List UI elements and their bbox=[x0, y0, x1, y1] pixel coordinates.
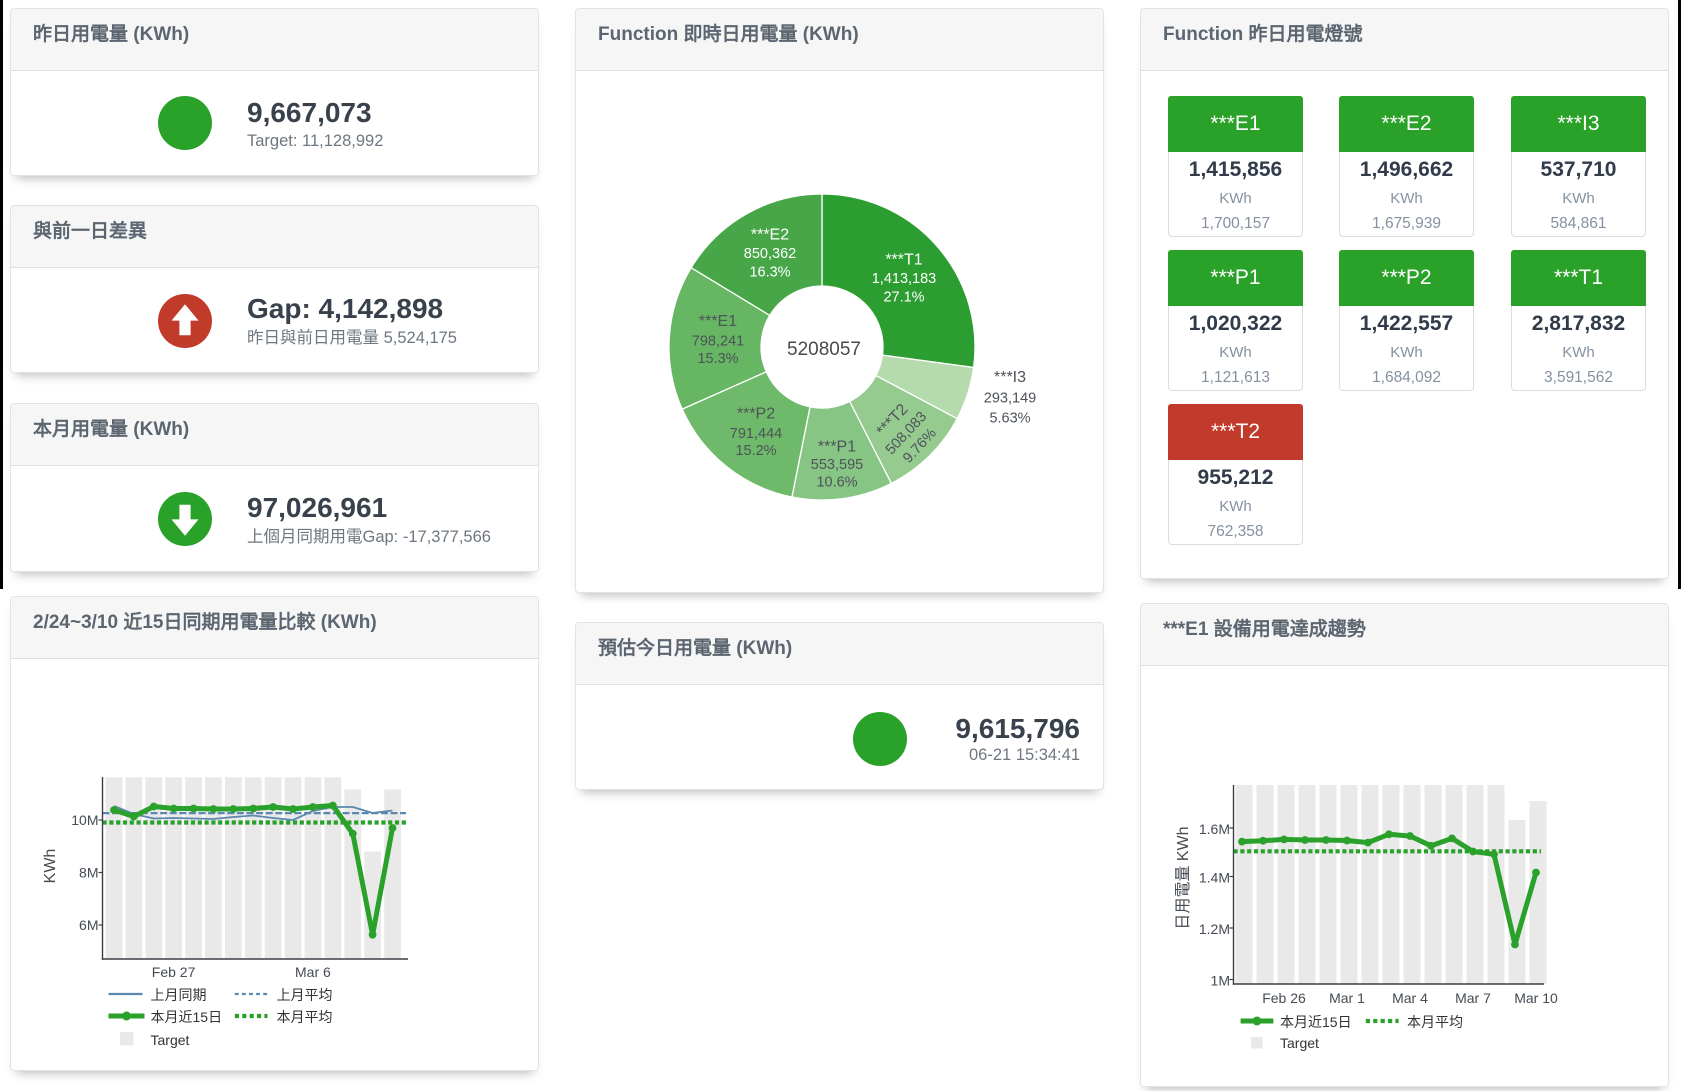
svg-text:1.6M: 1.6M bbox=[1199, 821, 1230, 837]
svg-text:本月近15日: 本月近15日 bbox=[151, 1009, 223, 1025]
svg-text:27.1%: 27.1% bbox=[883, 290, 924, 306]
svg-text:***P2: ***P2 bbox=[737, 406, 775, 423]
svg-text:日用電量 KWh: 日用電量 KWh bbox=[1175, 826, 1192, 929]
svg-text:Feb 26: Feb 26 bbox=[1262, 990, 1306, 1006]
svg-text:本月平均: 本月平均 bbox=[277, 1009, 333, 1025]
svg-text:***E2: ***E2 bbox=[751, 227, 789, 244]
svg-text:798,241: 798,241 bbox=[692, 334, 744, 350]
svg-text:5208057: 5208057 bbox=[787, 339, 861, 360]
svg-text:15.2%: 15.2% bbox=[735, 443, 776, 459]
svg-text:1M: 1M bbox=[1211, 973, 1230, 989]
svg-text:Mar 4: Mar 4 bbox=[1392, 990, 1428, 1006]
svg-text:16.3%: 16.3% bbox=[749, 265, 790, 281]
svg-text:Mar 1: Mar 1 bbox=[1329, 990, 1365, 1006]
svg-text:15.3%: 15.3% bbox=[697, 351, 738, 367]
svg-text:KWh: KWh bbox=[42, 849, 59, 884]
svg-text:1.2M: 1.2M bbox=[1199, 921, 1230, 937]
svg-text:553,595: 553,595 bbox=[811, 457, 863, 473]
svg-text:850,362: 850,362 bbox=[744, 246, 796, 262]
svg-text:5.63%: 5.63% bbox=[989, 411, 1030, 427]
svg-text:***P1: ***P1 bbox=[818, 439, 856, 456]
svg-text:本月平均: 本月平均 bbox=[1407, 1014, 1463, 1030]
svg-text:791,444: 791,444 bbox=[730, 426, 782, 442]
svg-text:Feb 27: Feb 27 bbox=[152, 964, 196, 980]
svg-text:***T1: ***T1 bbox=[885, 252, 922, 269]
svg-text:Target: Target bbox=[151, 1032, 190, 1048]
svg-text:Mar 10: Mar 10 bbox=[1514, 990, 1558, 1006]
svg-text:10.6%: 10.6% bbox=[816, 475, 857, 491]
svg-text:10M: 10M bbox=[71, 812, 98, 828]
svg-text:Mar 6: Mar 6 bbox=[295, 964, 331, 980]
svg-text:上月平均: 上月平均 bbox=[277, 987, 333, 1003]
svg-text:***E1: ***E1 bbox=[699, 313, 737, 330]
svg-text:上月同期: 上月同期 bbox=[151, 987, 207, 1003]
svg-text:1.4M: 1.4M bbox=[1199, 870, 1230, 886]
svg-text:本月近15日: 本月近15日 bbox=[1280, 1014, 1352, 1030]
svg-text:Mar 7: Mar 7 bbox=[1455, 990, 1491, 1006]
svg-text:293,149: 293,149 bbox=[984, 391, 1036, 407]
svg-text:6M: 6M bbox=[79, 917, 98, 933]
svg-text:Target: Target bbox=[1280, 1035, 1319, 1051]
svg-text:1,413,183: 1,413,183 bbox=[872, 271, 937, 287]
svg-text:8M: 8M bbox=[79, 865, 98, 881]
svg-text:***I3: ***I3 bbox=[994, 369, 1026, 386]
